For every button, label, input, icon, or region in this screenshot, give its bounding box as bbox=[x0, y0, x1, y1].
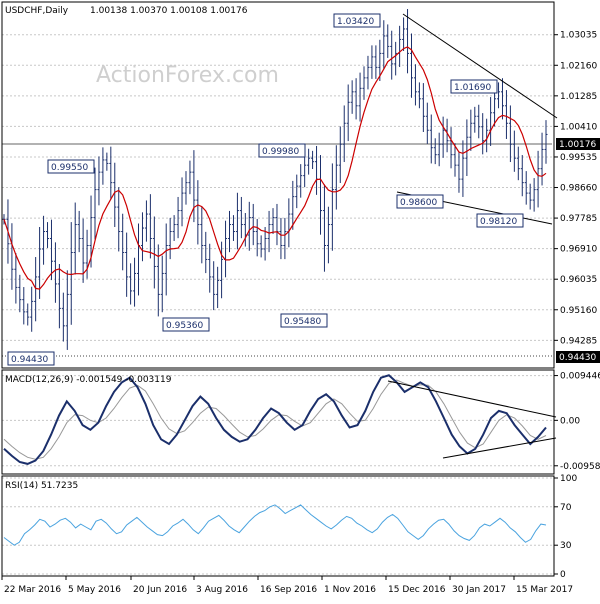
y-tick-label: 0.009446 bbox=[560, 372, 600, 382]
x-tick-label: 16 Sep 2016 bbox=[260, 585, 317, 595]
y-tick-label: 0.95160 bbox=[560, 306, 597, 316]
macd-lower-trendline bbox=[442, 437, 557, 459]
annotation-098120: 0.98120 bbox=[476, 213, 524, 228]
support-price-tag: 0.94430 bbox=[556, 351, 600, 363]
symbol-label: USDCHF,Daily bbox=[5, 6, 69, 16]
rsi-title: RSI(14) 51.7235 bbox=[5, 481, 78, 491]
y-tick-label: 0.00 bbox=[560, 416, 580, 426]
y-tick-label: 0.96035 bbox=[560, 275, 597, 285]
annotation-101690-label: 1.01690 bbox=[454, 83, 491, 93]
annotation-103420-label: 1.03420 bbox=[337, 17, 374, 27]
watermark: ActionForex.com bbox=[96, 63, 279, 88]
x-tick-label: 5 May 2016 bbox=[68, 585, 121, 595]
y-tick-label: 1.01285 bbox=[560, 92, 597, 102]
y-tick-label: 30 bbox=[560, 541, 572, 551]
macd-panel: MACD(12,26,9) -0.001549 -0.003119 0.0094… bbox=[1, 369, 600, 475]
annotation-094430: 0.94430 bbox=[7, 351, 55, 366]
price-panel: ActionForex.com 1.03420 1.01690 0.99980 … bbox=[1, 1, 600, 369]
annotation-095360-label: 0.95360 bbox=[166, 321, 203, 331]
last-price-tag-text: 1.00176 bbox=[559, 140, 596, 150]
y-tick-label: 1.03035 bbox=[560, 31, 597, 41]
y-tick-label: 0.96910 bbox=[560, 245, 597, 255]
annotation-101690: 1.01690 bbox=[450, 79, 498, 94]
annotation-094430-label: 0.94430 bbox=[11, 355, 48, 365]
annotation-095480-label: 0.95480 bbox=[284, 317, 321, 327]
price-axis-ticks: 1.03035 1.02160 1.01285 1.00410 0.99535 0.986… bbox=[554, 31, 597, 346]
y-tick-label: 0.97785 bbox=[560, 214, 597, 224]
x-tick-label: 30 Jan 2017 bbox=[452, 585, 506, 595]
upper-trendline bbox=[402, 13, 558, 119]
annotation-099980: 0.99980 bbox=[258, 143, 306, 158]
moving-average-line bbox=[3, 46, 547, 290]
macd-main-line bbox=[3, 374, 547, 465]
x-tick-label: 22 Mar 2016 bbox=[4, 585, 61, 595]
macd-axis-ticks: 0.009446 0.00 -0.009588 bbox=[554, 372, 600, 472]
macd-gridlines bbox=[2, 375, 554, 467]
annotation-099550: 0.99550 bbox=[47, 159, 95, 174]
y-tick-label: 0.94285 bbox=[560, 336, 597, 346]
y-tick-label: 1.02160 bbox=[560, 61, 597, 71]
annotation-099550-label: 0.99550 bbox=[51, 163, 88, 173]
y-tick-label: 70 bbox=[560, 503, 572, 513]
x-tick-label: 15 Dec 2016 bbox=[388, 585, 446, 595]
x-tick-label: 3 Aug 2016 bbox=[196, 585, 248, 595]
y-tick-label: 0 bbox=[560, 570, 566, 580]
annotation-099980-label: 0.99980 bbox=[262, 147, 299, 157]
last-price-tag: 1.00176 bbox=[556, 138, 600, 150]
y-tick-label: 0.98660 bbox=[560, 184, 597, 194]
price-panel-frame bbox=[1, 1, 555, 369]
y-tick-label: 100 bbox=[560, 474, 577, 484]
rsi-axis-ticks: 100 70 30 0 bbox=[554, 474, 577, 580]
ohlc-readout: 1.00138 1.00370 1.00108 1.00176 bbox=[90, 6, 248, 16]
price-candles bbox=[2, 9, 548, 350]
y-tick-label: 1.00410 bbox=[560, 122, 597, 132]
annotation-103420: 1.03420 bbox=[333, 13, 381, 28]
rsi-panel: RSI(14) 51.7235 100 70 30 0 bbox=[1, 474, 577, 580]
x-tick-label: 1 Nov 2016 bbox=[324, 585, 376, 595]
rsi-panel-frame bbox=[1, 475, 555, 577]
macd-signal-line bbox=[3, 379, 547, 460]
rsi-line bbox=[3, 504, 547, 546]
date-axis: 22 Mar 2016 5 May 2016 20 Jun 2016 3 Aug 20… bbox=[1, 576, 573, 595]
support-price-tag-text: 0.94430 bbox=[559, 353, 596, 363]
macd-title: MACD(12,26,9) -0.001549 -0.003119 bbox=[5, 375, 172, 385]
y-tick-label: 0.99535 bbox=[560, 153, 597, 163]
macd-panel-frame bbox=[1, 369, 555, 475]
x-tick-label: 15 Mar 2017 bbox=[516, 585, 573, 595]
macd-upper-trendline bbox=[387, 380, 557, 418]
x-tick-label: 20 Jun 2016 bbox=[133, 585, 187, 595]
y-tick-label: -0.009588 bbox=[560, 462, 600, 472]
annotation-095480: 0.95480 bbox=[280, 313, 328, 328]
annotation-098600: 0.98600 bbox=[396, 194, 444, 209]
annotation-095360: 0.95360 bbox=[162, 317, 210, 332]
annotation-098120-label: 0.98120 bbox=[480, 217, 517, 227]
annotation-098600-label: 0.98600 bbox=[400, 198, 437, 208]
